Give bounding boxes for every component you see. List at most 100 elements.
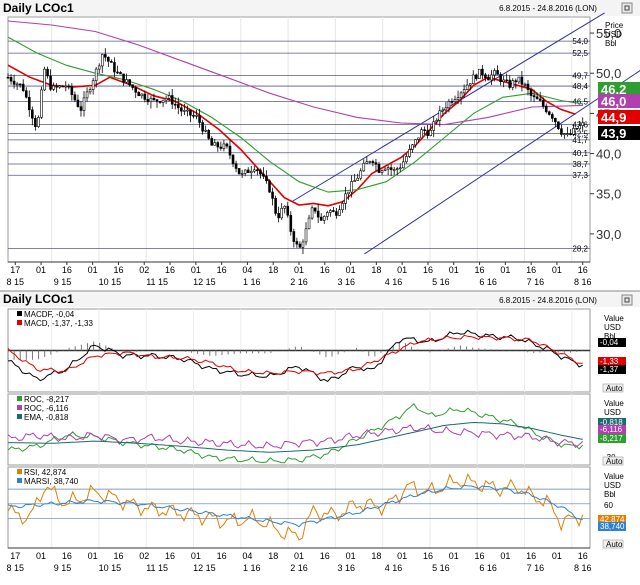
price-x-day-label: 16 bbox=[165, 265, 175, 275]
candle-body bbox=[389, 167, 393, 170]
auto-scale-button[interactable] bbox=[602, 456, 624, 466]
candle-body bbox=[155, 99, 159, 102]
candle-body bbox=[46, 68, 49, 77]
legend-swatch bbox=[17, 320, 22, 325]
legend-swatch bbox=[17, 469, 22, 474]
candle-body bbox=[295, 241, 299, 245]
candle-body bbox=[161, 99, 165, 103]
price-x-month-label: 11 15 bbox=[146, 277, 168, 287]
bottom-x-day-label: 17 bbox=[10, 551, 20, 561]
candle-body bbox=[183, 110, 186, 112]
legend-label: MACDF, -0,04 bbox=[24, 310, 75, 319]
candle-body bbox=[526, 83, 530, 90]
sub-last-value-badge bbox=[598, 365, 626, 374]
auto-scale-label: Auto bbox=[606, 457, 623, 466]
price-y-label: 50,0 bbox=[596, 66, 621, 81]
legend-label: MACD, -1,37, -1,33 bbox=[24, 319, 93, 328]
price-x-day-label: 01 bbox=[88, 265, 98, 275]
bottom-x-month-label: 8 16 bbox=[574, 563, 592, 573]
candle-body bbox=[70, 86, 74, 95]
candle-body bbox=[234, 163, 238, 169]
level-label: 52,5 bbox=[572, 49, 588, 58]
candle-body bbox=[426, 130, 429, 136]
bottom-x-day-label: 02 bbox=[139, 551, 149, 561]
candle-body bbox=[18, 83, 22, 86]
legend-label: ROC, -8,217 bbox=[24, 395, 69, 404]
bottom-x-day-label: 04 bbox=[242, 551, 252, 561]
candle-body bbox=[286, 205, 290, 216]
candle-body bbox=[268, 180, 271, 193]
candle-body bbox=[377, 163, 381, 173]
candle-body bbox=[551, 114, 554, 119]
price-x-month-label: 8 15 bbox=[7, 277, 25, 287]
candle-body bbox=[459, 92, 463, 98]
candle-body bbox=[21, 83, 25, 92]
candle-body bbox=[76, 99, 80, 107]
sub-unit-label: USD bbox=[604, 481, 621, 490]
candle-body bbox=[140, 93, 144, 97]
candle-body bbox=[386, 167, 390, 170]
last-value-label: 43,9 bbox=[601, 126, 626, 141]
level-label: 37,3 bbox=[572, 171, 588, 180]
candle-body bbox=[547, 111, 551, 115]
candle-body bbox=[535, 96, 539, 100]
candle-body bbox=[271, 191, 274, 199]
candle-body bbox=[107, 56, 110, 62]
candle-body bbox=[137, 91, 141, 97]
sub-last-value-badge bbox=[598, 515, 626, 524]
candle-body bbox=[97, 65, 101, 70]
candle-body bbox=[456, 97, 460, 100]
candle-body bbox=[496, 70, 499, 75]
candle-body bbox=[541, 100, 545, 107]
ma-line-1 bbox=[7, 36, 583, 193]
price-x-day-label: 18 bbox=[371, 265, 381, 275]
candle-body bbox=[405, 156, 408, 163]
bottom-x-day-label: 18 bbox=[371, 551, 381, 561]
candle-body bbox=[222, 143, 226, 149]
legend-swatch bbox=[17, 478, 22, 483]
candle-body bbox=[332, 210, 335, 212]
candle-body bbox=[82, 97, 86, 111]
legend-swatch bbox=[17, 396, 22, 401]
candle-body bbox=[55, 85, 58, 88]
bottom-x-day-label: 01 bbox=[88, 551, 98, 561]
bottom-x-day-label: 01 bbox=[397, 551, 407, 561]
bottom-x-day-label: 01 bbox=[36, 551, 46, 561]
candle-body bbox=[353, 180, 356, 182]
sub-series-line-1 bbox=[7, 484, 583, 528]
level-label: 42,5 bbox=[572, 129, 588, 138]
candle-body bbox=[481, 68, 484, 76]
main-title-bar bbox=[0, 0, 640, 16]
bottom-x-month-label: 1 16 bbox=[243, 563, 261, 573]
auto-scale-label: Auto bbox=[606, 384, 623, 393]
last-value-label: 46,0 bbox=[601, 94, 626, 109]
bottom-x-day-label: 01 bbox=[449, 551, 459, 561]
candle-body bbox=[231, 154, 235, 164]
maximize-button-lower[interactable] bbox=[621, 294, 633, 306]
price-x-month-label: 1 16 bbox=[243, 277, 261, 287]
price-x-day-label: 04 bbox=[242, 265, 252, 275]
candle-body bbox=[243, 169, 247, 174]
bottom-x-day-label: 16 bbox=[165, 551, 175, 561]
price-x-month-label: 6 16 bbox=[479, 277, 497, 287]
sub-series-line-1 bbox=[7, 334, 583, 376]
sub-plot-frame bbox=[7, 393, 591, 466]
legend-swatch bbox=[17, 414, 22, 419]
auto-scale-button[interactable] bbox=[602, 539, 624, 549]
bottom-x-month-label: 11 15 bbox=[146, 563, 168, 573]
candle-body bbox=[283, 205, 287, 209]
price-x-day-label: 02 bbox=[139, 265, 149, 275]
candle-body bbox=[362, 163, 366, 172]
maximize-icon-lower bbox=[624, 297, 630, 303]
sub-last-value-label: -6,116 bbox=[600, 425, 623, 434]
auto-scale-button[interactable] bbox=[602, 383, 624, 393]
candle-body bbox=[64, 85, 68, 88]
price-y-label: 55,0 bbox=[596, 26, 621, 41]
candle-body bbox=[316, 210, 320, 218]
ma-line-0 bbox=[7, 64, 576, 207]
maximize-button[interactable] bbox=[621, 2, 633, 14]
candle-body bbox=[173, 103, 177, 106]
level-label: 38,7 bbox=[572, 160, 588, 169]
candle-body bbox=[371, 161, 375, 163]
sub-last-value-badge bbox=[598, 338, 626, 347]
